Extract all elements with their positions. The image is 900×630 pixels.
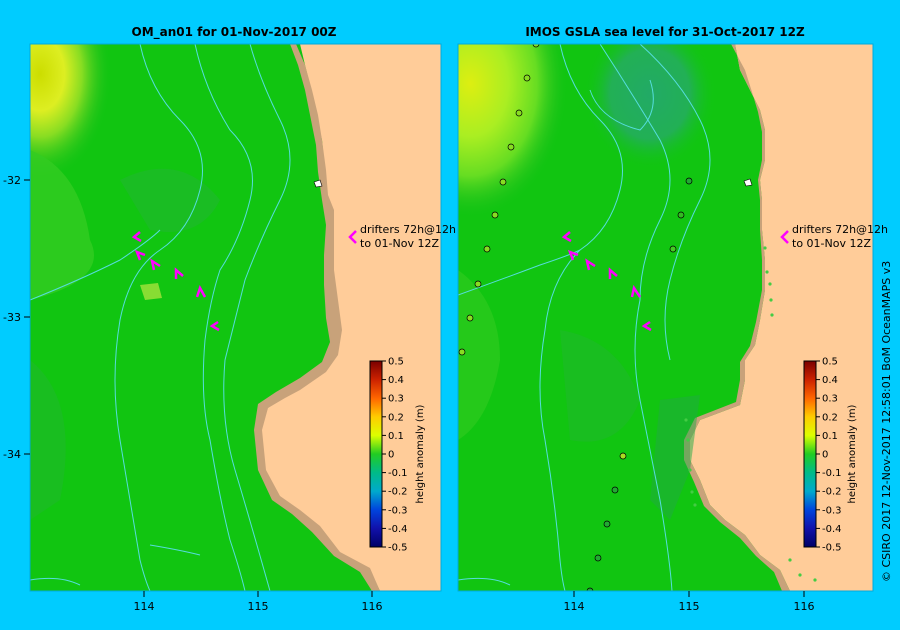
right-colorbar-tick-label: 0.2 [822, 412, 838, 423]
right-colorbar-label: height anomaly (m) [847, 404, 858, 503]
right-lon-tick-label: 116 [794, 600, 815, 613]
left-colorbar-tick-label: -0.5 [388, 543, 408, 554]
right-colorbar-tick-label: -0.1 [822, 468, 842, 479]
left-map-panel: OM_an01 for 01-Nov-2017 00Z [29, 25, 456, 592]
left-annotation-line2: to 01-Nov 12Z [360, 237, 439, 250]
left-colorbar-tick-label: 0.1 [388, 431, 404, 442]
copyright-notice: © CSIRO 2017 12-Nov-2017 12:58:01 BoM Oc… [880, 261, 893, 582]
left-colorbar-label: height anomaly (m) [415, 404, 426, 503]
left-colorbar: height anomaly (m) 0.5 0.4 0.3 0.2 0.1 0 -0.1 -… [369, 357, 426, 554]
right-colorbar: height anomaly (m) 0.5 0.4 0.3 0.2 0.1 0 -0.1 -… [803, 357, 858, 554]
left-lon-tick-label: 115 [248, 600, 269, 613]
lat-tick-label: -34 [3, 448, 21, 461]
right-colorbar-tick-label: -0.4 [822, 524, 842, 535]
left-lon-tick-label: 116 [362, 600, 383, 613]
right-lon-tick-label: 115 [679, 600, 700, 613]
lat-tick-label: -33 [3, 311, 21, 324]
left-colorbar-tick-label: 0.3 [388, 394, 404, 405]
right-colorbar-tick-label: 0 [822, 450, 828, 461]
right-annotation-line1: drifters 72h@12h [792, 223, 888, 236]
left-lon-tick-label: 114 [134, 600, 155, 613]
right-colorbar-tick-label: 0.3 [822, 394, 838, 405]
right-legend-arrow [780, 230, 789, 244]
right-map-title: IMOS GSLA sea level for 31-Oct-2017 12Z [525, 25, 805, 39]
right-colorbar-tick-label: -0.3 [822, 505, 842, 516]
left-lon-axis: 114 115 116 [134, 591, 383, 613]
right-annotation-line2: to 01-Nov 12Z [792, 237, 871, 250]
right-colorbar-tick-label: 0.5 [822, 357, 838, 368]
left-colorbar-tick-label: 0 [388, 450, 394, 461]
left-colorbar-tick-label: -0.1 [388, 468, 408, 479]
left-contours [30, 44, 291, 591]
left-map-title: OM_an01 for 01-Nov-2017 00Z [132, 25, 337, 40]
right-lon-axis: 114 115 116 [564, 591, 815, 613]
left-legend-arrow [348, 230, 357, 244]
right-colorbar-tick-label: -0.2 [822, 487, 842, 498]
right-map-panel: IMOS GSLA sea level for 31-Oct-2017 12Z [457, 25, 888, 592]
right-coastal-points [684, 246, 817, 582]
right-track-points [458, 44, 693, 591]
right-contours [458, 44, 711, 591]
left-annotation-line1: drifters 72h@12h [360, 223, 456, 236]
lat-axis: -32 -33 -34 [3, 174, 30, 461]
right-colorbar-tick-label: 0.4 [822, 375, 838, 386]
right-land [690, 44, 873, 591]
left-drifters [131, 230, 357, 332]
left-colorbar-tick-label: 0.2 [388, 412, 404, 423]
right-lon-tick-label: 114 [564, 600, 585, 613]
lat-tick-label: -32 [3, 174, 21, 187]
right-drifters [561, 230, 789, 332]
left-colorbar-tick-label: 0.5 [388, 357, 404, 368]
right-colorbar-tick-label: 0.1 [822, 431, 838, 442]
right-colorbar-tick-label: -0.5 [822, 543, 842, 554]
left-colorbar-tick-label: -0.4 [388, 524, 408, 535]
left-land [260, 44, 441, 591]
left-colorbar-tick-label: 0.4 [388, 375, 404, 386]
left-colorbar-tick-label: -0.2 [388, 487, 408, 498]
left-colorbar-tick-label: -0.3 [388, 505, 408, 516]
left-map-plot-area [30, 44, 441, 591]
